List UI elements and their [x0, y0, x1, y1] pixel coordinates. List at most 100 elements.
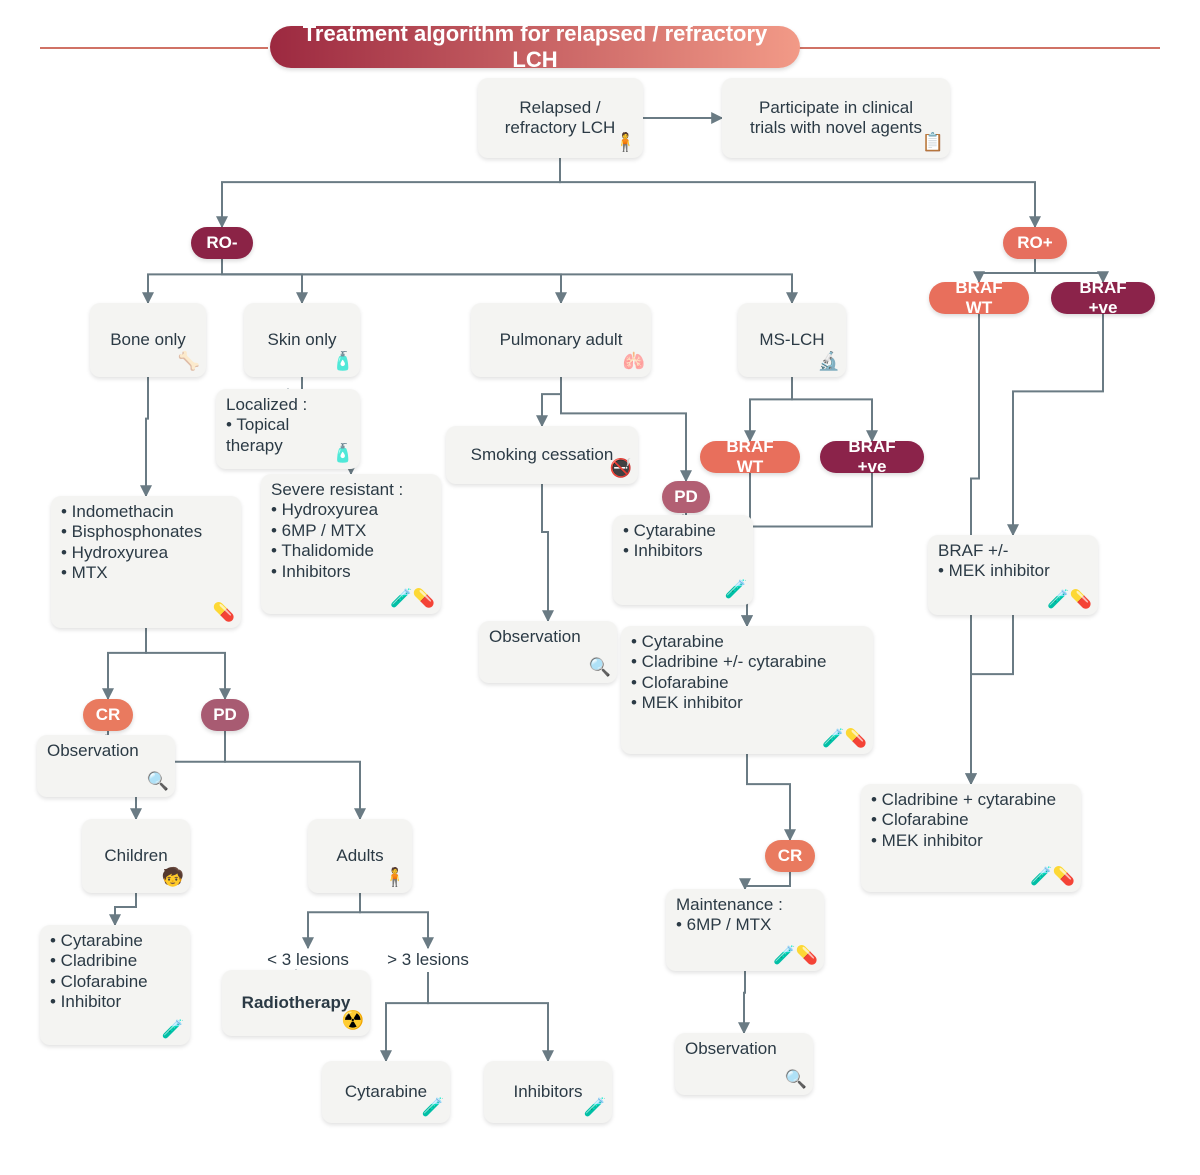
pills-icon: 💊: [213, 602, 235, 624]
page-title: Treatment algorithm for relapsed / refra…: [270, 26, 800, 68]
box-label: Smoking cessation: [471, 445, 614, 465]
clipboard-icon: 📋: [922, 132, 944, 154]
node-obs_pulm: Observation 🔍: [479, 621, 617, 683]
pill-label: RO-: [206, 233, 237, 253]
header-rule: [795, 47, 1160, 49]
node-cyt: Cytarabine🧪: [322, 1061, 450, 1123]
pill-label: CR: [96, 705, 121, 725]
box-label: BRAF +/- • MEK inhibitor: [938, 541, 1050, 582]
pill-label: BRAF WT: [941, 278, 1017, 319]
node-braf_wt_top: BRAF WT: [929, 282, 1029, 314]
node-trials: Participate in clinical trials with nove…: [722, 78, 950, 158]
vial-pills-icon: 🧪💊: [390, 588, 435, 610]
edge-pd_bone-adults: [225, 731, 360, 819]
box-label: Localized : • Topical therapy: [226, 395, 350, 456]
node-radio: Radiotherapy☢️: [222, 970, 370, 1036]
title-text: Treatment algorithm for relapsed / refra…: [298, 21, 772, 74]
lungs-icon: 🫁: [623, 351, 645, 373]
radiation-icon: ☢️: [342, 1010, 364, 1032]
edge-smoke-obs_pulm: [542, 484, 548, 621]
edge-ro_minus-mslch: [222, 259, 792, 303]
edge-adults-gt3: [360, 893, 428, 948]
edge-start-ro_plus: [560, 158, 1035, 227]
node-obs_cr: Observation 🔍: [37, 735, 175, 797]
box-label: • Cytarabine • Cladribine • Clofarabine …: [50, 931, 148, 1013]
pill-label: RO+: [1017, 233, 1052, 253]
node-maint: Maintenance : • 6MP / MTX🧪💊: [666, 889, 824, 971]
edge-start-ro_minus: [222, 158, 560, 227]
cell-icon: 🔬: [818, 351, 840, 373]
magnifier-icon: 🔍: [147, 771, 169, 793]
edge-braf_pos_top-mek_box: [1013, 314, 1103, 535]
node-skin_local: Localized : • Topical therapy🧴: [216, 389, 360, 469]
box-label: Skin only: [268, 330, 337, 350]
box-label: Cytarabine: [345, 1082, 427, 1102]
vial-pills-icon: 🧪💊: [1030, 866, 1075, 888]
adult-icon: 🧍: [384, 867, 406, 889]
edge-adults-lt3: [308, 893, 360, 948]
box-label: Inhibitors: [514, 1082, 583, 1102]
node-cr: CR: [83, 699, 133, 731]
box-label: • Cytarabine • Inhibitors: [623, 521, 716, 562]
node-adults: Adults🧍: [308, 819, 412, 893]
node-braf_pos_top: BRAF +ve: [1051, 282, 1155, 314]
node-cr_ms: CR: [765, 840, 815, 872]
node-ropos_tx: • Cladribine + cytarabine • Clofarabine …: [861, 784, 1081, 892]
pill-label: BRAF WT: [712, 437, 788, 478]
box-label: Observation: [47, 741, 139, 761]
box-label: Radiotherapy: [242, 993, 351, 1013]
edge-children-child_tx: [115, 893, 136, 925]
pill-label: BRAF +ve: [832, 437, 912, 478]
node-bone_tx: • Indomethacin • Bisphosphonates • Hydro…: [51, 496, 241, 628]
edge-maint-obs_ms: [744, 971, 745, 1033]
edge-mek_box-ropos_tx: [971, 615, 1013, 784]
edge-gt3-cyt: [386, 972, 428, 1061]
edge-gt3-inh: [428, 972, 548, 1061]
box-label: Relapsed / refractory LCH: [505, 98, 616, 139]
magnifier-icon: 🔍: [785, 1069, 807, 1091]
edge-ro_minus-skin: [222, 259, 302, 303]
edge-bone_tx-cr: [108, 628, 146, 699]
node-children: Children🧒: [82, 819, 190, 893]
text-label: > 3 lesions: [387, 950, 469, 970]
node-pulm: Pulmonary adult🫁: [471, 303, 651, 377]
text-label: < 3 lesions: [267, 950, 349, 970]
node-braf_pos_ms: BRAF +ve: [820, 441, 924, 473]
edge-bone_tx-pd_bone: [146, 628, 225, 699]
box-label: • Indomethacin • Bisphosphonates • Hydro…: [61, 502, 202, 584]
pill-label: PD: [674, 487, 698, 507]
pill-label: CR: [778, 846, 803, 866]
skin-icon: 🧴: [332, 351, 354, 373]
node-ms_tx: • Cytarabine • Cladribine +/- cytarabine…: [621, 626, 873, 754]
node-obs_ms: Observation 🔍: [675, 1033, 813, 1095]
node-skin: Skin only🧴: [244, 303, 360, 377]
magnifier-icon: 🔍: [589, 657, 611, 679]
vial-pills-icon: 🧪💊: [822, 728, 867, 750]
box-label: Observation: [685, 1039, 777, 1059]
edge-ro_minus-pulm: [222, 259, 561, 303]
vial-icon: 🧪: [162, 1019, 184, 1041]
node-start: Relapsed / refractory LCH🧍: [478, 78, 643, 158]
edge-cr_ms-maint: [745, 872, 790, 889]
vial-pill-icon: 🧪💊: [773, 945, 818, 967]
node-skin_severe: Severe resistant : • Hydroxyurea • 6MP /…: [261, 474, 441, 614]
pill-label: BRAF +ve: [1063, 278, 1143, 319]
edge-mslch-braf_wt_ms: [750, 377, 792, 441]
edge-ro_minus-bone: [148, 259, 222, 303]
box-label: Bone only: [110, 330, 186, 350]
box-label: • Cytarabine • Cladribine +/- cytarabine…: [631, 632, 826, 714]
box-label: Observation: [489, 627, 581, 647]
vial-icon: 🧪: [725, 579, 747, 601]
box-label: Severe resistant : • Hydroxyurea • 6MP /…: [271, 480, 403, 582]
node-mslch: MS-LCH🔬: [738, 303, 846, 377]
box-label: Participate in clinical trials with nove…: [750, 98, 922, 139]
box-label: Children: [104, 846, 167, 866]
bone-icon: 🦴: [178, 351, 200, 373]
box-label: MS-LCH: [759, 330, 824, 350]
node-ro_plus: RO+: [1003, 227, 1067, 259]
edge-ms_tx-cr_ms: [747, 754, 790, 840]
box-label: • Cladribine + cytarabine • Clofarabine …: [871, 790, 1056, 851]
header-rule: [40, 47, 268, 49]
node-pd_bone: PD: [201, 699, 249, 731]
edge-pulm-smoke: [542, 377, 561, 426]
